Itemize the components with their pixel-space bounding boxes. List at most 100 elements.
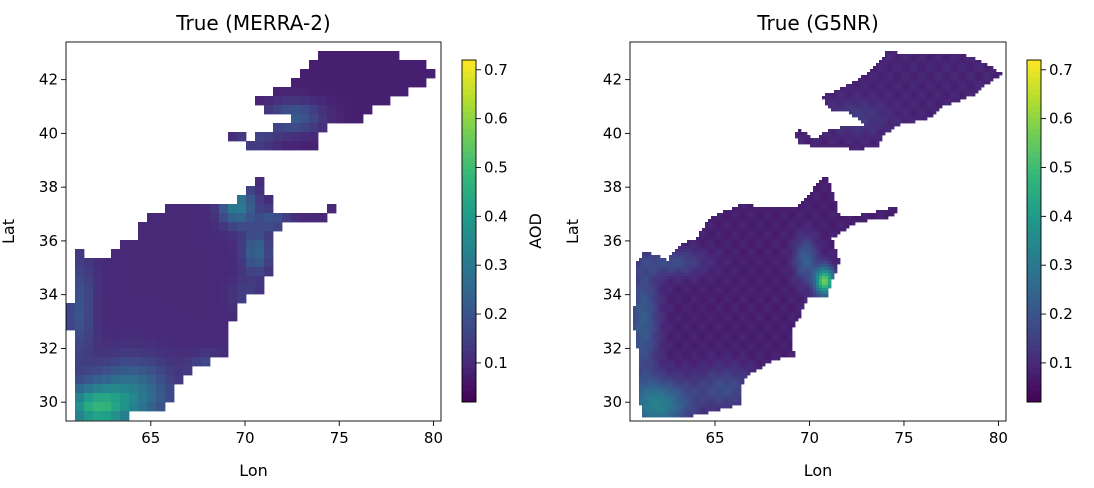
heatmap-cell <box>735 327 738 330</box>
heatmap-cell <box>867 72 870 75</box>
heatmap-cell <box>651 309 654 312</box>
heatmap-cell <box>735 231 738 234</box>
heatmap-cell <box>735 390 738 393</box>
heatmap-cell <box>753 222 756 225</box>
heatmap-cell <box>672 261 675 264</box>
heatmap-cell <box>720 264 723 267</box>
heatmap-cell <box>702 342 705 345</box>
heatmap-cell <box>906 60 909 63</box>
heatmap-cell <box>846 102 849 105</box>
heatmap-cell <box>837 222 840 225</box>
heatmap-cell <box>705 372 708 375</box>
heatmap-cell <box>789 261 792 264</box>
heatmap-cell <box>864 93 867 96</box>
heatmap-cell <box>156 213 165 222</box>
colorbar-segment <box>462 271 476 277</box>
heatmap-cell <box>669 390 672 393</box>
heatmap-cell <box>642 396 645 399</box>
heatmap-cell <box>633 309 636 312</box>
heatmap-cell <box>765 228 768 231</box>
heatmap-cell <box>726 303 729 306</box>
heatmap-cell <box>681 306 684 309</box>
heatmap-cell <box>639 396 642 399</box>
heatmap-cell <box>729 303 732 306</box>
heatmap-cell <box>753 246 756 249</box>
heatmap-cell <box>696 294 699 297</box>
heatmap-cell <box>699 312 702 315</box>
heatmap-cell <box>690 309 693 312</box>
colorbar-segment <box>462 311 476 317</box>
heatmap-cell <box>645 348 648 351</box>
heatmap-cell <box>924 81 927 84</box>
heatmap-cell <box>813 216 816 219</box>
heatmap-cell <box>825 252 828 255</box>
heatmap-cell <box>753 216 756 219</box>
heatmap-cell <box>732 288 735 291</box>
heatmap-cell <box>879 216 882 219</box>
heatmap-cell <box>879 138 882 141</box>
heatmap-cell <box>651 291 654 294</box>
heatmap-cell <box>753 315 756 318</box>
heatmap-cell <box>819 186 822 189</box>
heatmap-cell <box>705 351 708 354</box>
heatmap-cell <box>681 297 684 300</box>
heatmap-cell <box>843 105 846 108</box>
heatmap-cell <box>657 315 660 318</box>
heatmap-cell <box>771 249 774 252</box>
heatmap-cell <box>888 207 891 210</box>
heatmap-cell <box>699 285 702 288</box>
heatmap-cell <box>75 393 84 402</box>
heatmap-cell <box>714 306 717 309</box>
heatmap-cell <box>678 408 681 411</box>
heatmap-cell <box>918 57 921 60</box>
heatmap-cell <box>675 378 678 381</box>
heatmap-cell <box>201 267 210 276</box>
heatmap-cell <box>228 249 237 258</box>
heatmap-cell <box>678 297 681 300</box>
heatmap-cell <box>363 105 372 114</box>
heatmap-cell <box>660 264 663 267</box>
heatmap-cell <box>102 366 111 375</box>
heatmap-cell <box>717 396 720 399</box>
heatmap-cell <box>774 345 777 348</box>
heatmap-cell <box>666 279 669 282</box>
heatmap-cell <box>639 297 642 300</box>
heatmap-cell <box>729 282 732 285</box>
heatmap-cell <box>699 267 702 270</box>
heatmap-cell <box>681 351 684 354</box>
heatmap-cell <box>165 330 174 339</box>
heatmap-cell <box>717 294 720 297</box>
heatmap-cell <box>747 354 750 357</box>
heatmap-cell <box>156 384 165 393</box>
heatmap-cell <box>300 87 309 96</box>
heatmap-cell <box>735 285 738 288</box>
heatmap-cell <box>735 267 738 270</box>
heatmap-cell <box>816 213 819 216</box>
heatmap-cell <box>906 96 909 99</box>
heatmap-cell <box>786 348 789 351</box>
heatmap-cell <box>855 102 858 105</box>
heatmap-cell <box>930 57 933 60</box>
heatmap-cell <box>129 258 138 267</box>
heatmap-cell <box>726 246 729 249</box>
heatmap-cell <box>336 78 345 87</box>
heatmap-cell <box>819 234 822 237</box>
heatmap-cell <box>747 258 750 261</box>
heatmap-cell <box>663 300 666 303</box>
heatmap-cell <box>219 330 228 339</box>
heatmap-cell <box>882 210 885 213</box>
heatmap-cell <box>690 297 693 300</box>
heatmap-cell <box>678 273 681 276</box>
heatmap-cell <box>75 267 84 276</box>
heatmap-cell <box>102 258 111 267</box>
heatmap-cell <box>657 297 660 300</box>
heatmap-cell <box>264 267 273 276</box>
heatmap-cell <box>654 258 657 261</box>
heatmap-cell <box>774 237 777 240</box>
heatmap-cell <box>780 351 783 354</box>
heatmap-cell <box>798 291 801 294</box>
heatmap-cell <box>729 351 732 354</box>
heatmap-cell <box>702 294 705 297</box>
heatmap-cell <box>732 270 735 273</box>
heatmap-cell <box>705 402 708 405</box>
